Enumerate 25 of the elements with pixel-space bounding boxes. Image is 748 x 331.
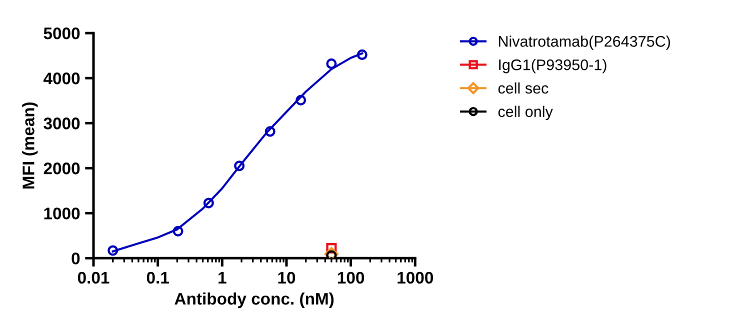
- point: [172, 226, 184, 236]
- y-axis-title: MFI (mean): [22, 102, 38, 189]
- point: [264, 126, 276, 137]
- y-tick-label: 0: [72, 252, 80, 264]
- legend-label: IgG1(P93950-1): [499, 59, 606, 74]
- legend-label: cell only: [498, 106, 553, 120]
- legend-label: Nivatrotamab(P264375C): [498, 36, 670, 50]
- point: [203, 198, 214, 208]
- x-tick-label: 1: [218, 272, 226, 284]
- x-tick-label: 1000: [398, 272, 433, 284]
- x-tick-label: 0.01: [78, 272, 110, 284]
- x-axis-title: Antibody conc. (nM): [174, 292, 334, 308]
- x-tick-label: 100: [338, 272, 364, 284]
- legend-label: cell sec: [498, 82, 548, 94]
- x-tick-label: 10: [278, 272, 296, 284]
- y-tick-label: 1000: [44, 208, 80, 220]
- point: [356, 49, 368, 60]
- y-tick-label: 4000: [43, 72, 80, 84]
- point: [296, 94, 306, 106]
- y-tick-label: 5000: [44, 28, 80, 40]
- y-tick-label: 2000: [44, 162, 80, 174]
- point: [234, 160, 245, 172]
- y-tick-label: 3000: [44, 118, 80, 130]
- point: [326, 58, 337, 69]
- x-tick-label: 0.1: [146, 272, 169, 284]
